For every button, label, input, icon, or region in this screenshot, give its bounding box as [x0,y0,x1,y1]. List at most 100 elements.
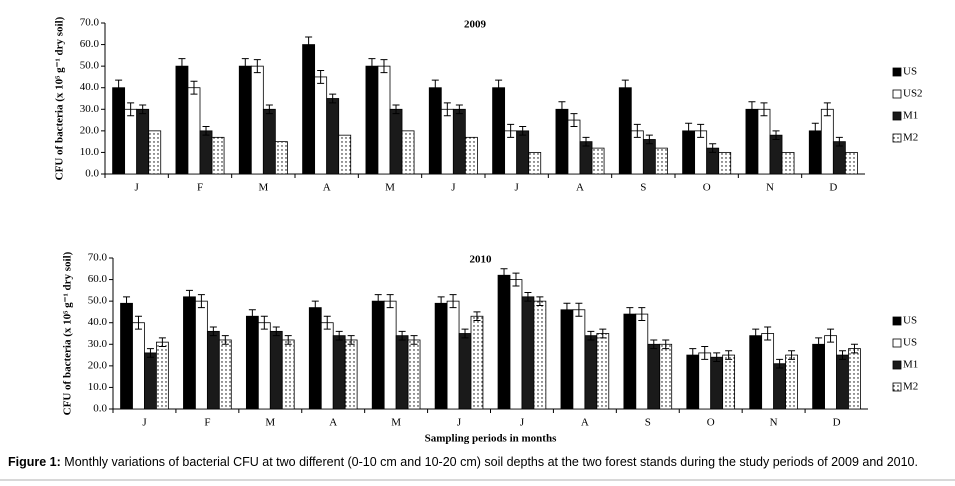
chart-title: 2010 [470,254,493,266]
bar [183,296,196,410]
error-bar [764,326,772,341]
error-bar [788,350,796,360]
error-bar [265,104,273,115]
legend-label: M1 [903,359,918,371]
y-tick-label: 60.0 [88,273,108,285]
y-tick-label: 30.0 [80,103,100,115]
bar-pattern [782,152,795,174]
error-bar [323,315,331,330]
error-bar [563,302,571,317]
error-bar [253,59,261,74]
x-tick-label: J [520,417,525,429]
x-tick-label: S [645,417,651,429]
bar-pattern [845,152,858,174]
bar [572,309,586,410]
error-bar [374,294,382,309]
error-bar [202,126,210,136]
error-bar [752,328,760,343]
bar [308,307,322,410]
legend-swatch [892,360,902,370]
legend-swatch-pattern [893,383,901,391]
bar [635,313,649,410]
error-bar [197,294,205,309]
bar [187,87,201,175]
error-bar [507,123,515,138]
chart-title: 2009 [464,19,487,31]
y-axis-label: CFU of bacteria (x 10⁵ g⁻¹ dry soil) [54,16,66,180]
bar [769,134,783,175]
error-bar [115,79,123,96]
y-tick-label: 50.0 [80,60,100,72]
bar-pattern [219,339,232,409]
error-bar [260,315,268,330]
bar-pattern [408,339,421,409]
bar [745,108,759,175]
bar [383,300,397,410]
bar-pattern [718,152,731,174]
bar [623,313,637,410]
y-tick-label: 70.0 [88,252,108,264]
error-bar [823,102,831,117]
error-bar [575,302,583,317]
bar [560,309,574,410]
error-bar [776,358,784,369]
x-tick-label: A [581,417,589,429]
legend-swatch [892,338,902,348]
y-tick-label: 50.0 [88,295,108,307]
error-bar [368,58,376,75]
bar [832,141,846,175]
legend-swatch [892,316,902,326]
bar [761,333,775,410]
bar [757,108,771,175]
y-tick-label: 30.0 [88,338,108,350]
error-bar [398,330,406,341]
bar [836,354,849,410]
x-tick-label: A [576,182,584,194]
legend-label: US [903,337,917,349]
bar-pattern [528,152,541,174]
error-bar [134,315,142,330]
bar [584,335,598,410]
caption-label: Figure 1: [8,455,61,469]
error-bar [536,296,544,306]
x-tick-label: D [833,417,841,429]
error-bar [500,268,508,283]
bar [521,296,535,410]
bar [371,300,385,410]
y-tick-label: 0.0 [85,168,99,180]
error-bar [633,123,641,138]
error-bar [725,350,733,360]
bar [250,65,264,175]
error-bar [449,294,457,309]
error-bar [519,126,527,136]
bar [389,108,403,175]
error-bar [386,294,394,309]
error-bar [815,337,823,352]
x-tick-label: N [770,417,778,429]
legend-label: US2 [903,88,923,100]
bar [567,119,581,175]
error-bar [650,339,658,350]
y-axis-label: CFU of bacteria (x 10⁵ g⁻¹ dry soil) [62,251,74,415]
x-tick-label: M [258,182,268,194]
bar [492,87,506,175]
bar [320,322,334,410]
bar [175,65,189,175]
y-tick-label: 20.0 [88,359,108,371]
bar-pattern [156,342,169,409]
error-bar [461,328,469,339]
bar-pattern [212,137,225,174]
bar [314,76,328,175]
bar [377,65,391,175]
bar [710,356,724,410]
bar [112,87,126,175]
bar [446,300,460,410]
legend-label: M1 [903,110,918,122]
error-bar [185,289,193,304]
bar [262,108,276,175]
bar [618,87,632,175]
bar-pattern [592,148,605,174]
error-bar [835,136,843,147]
error-bar [689,348,697,363]
error-bar [713,352,721,363]
